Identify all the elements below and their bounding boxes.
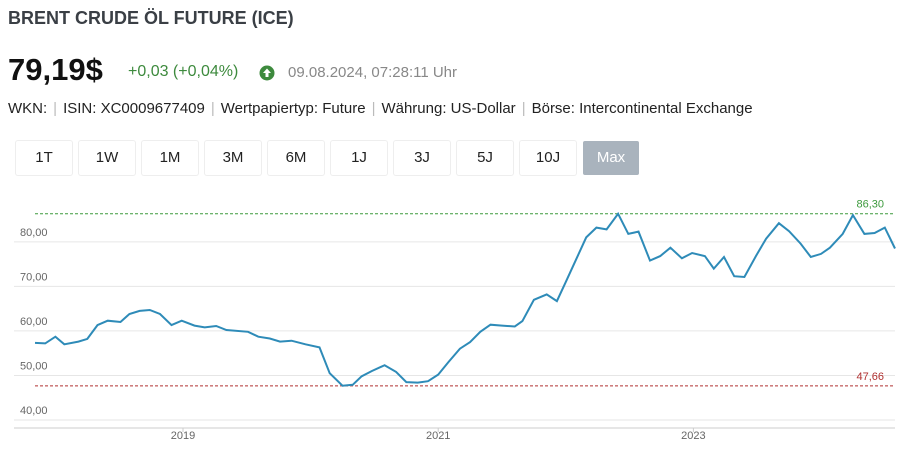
separator: | — [53, 100, 58, 117]
price-line — [34, 211, 896, 387]
y-tick-label: 70,00 — [20, 271, 48, 283]
info-row: WKN: | ISIN: XC0009677409 | Wertpapiertyp: F… — [8, 100, 753, 117]
range-button[interactable]: 1M — [142, 141, 198, 175]
y-tick-label: 80,00 — [20, 227, 48, 239]
price-change: +0,03 (+0,04%) — [128, 63, 239, 80]
info-item: Börse: Intercontinental Exchange — [531, 100, 753, 117]
x-tick-label: 2021 — [426, 430, 450, 442]
timestamp: 09.08.2024, 07:28:11 Uhr — [288, 64, 458, 81]
y-tick-label: 40,00 — [20, 405, 48, 417]
price: 79,19$ — [8, 52, 103, 87]
separator: | — [210, 100, 215, 117]
x-tick-label: 2019 — [171, 430, 195, 442]
range-button[interactable]: 5J — [457, 141, 513, 175]
separator: | — [521, 100, 526, 117]
y-tick-label: 50,00 — [20, 360, 48, 372]
separator: | — [371, 100, 376, 117]
y-tick-label: 60,00 — [20, 316, 48, 328]
info-item: WKN: — [8, 100, 48, 117]
range-button[interactable]: 1J — [331, 141, 387, 175]
info-item: Währung: US-Dollar — [381, 100, 516, 117]
range-button[interactable]: 10J — [520, 141, 576, 175]
range-button[interactable]: 6M — [268, 141, 324, 175]
reference-label: 86,30 — [856, 199, 884, 211]
range-button[interactable]: 1W — [79, 141, 135, 175]
title: BRENT CRUDE ÖL FUTURE (ICE) — [8, 8, 294, 28]
info-item: ISIN: XC0009677409 — [63, 100, 205, 117]
range-button[interactable]: 1T — [16, 141, 72, 175]
x-tick-label: 2023 — [681, 430, 705, 442]
info-item: Wertpapiertyp: Future — [220, 100, 366, 117]
range-button[interactable]: Max — [583, 141, 639, 175]
range-button[interactable]: 3M — [205, 141, 261, 175]
range-button[interactable]: 3J — [394, 141, 450, 175]
up-icon — [259, 65, 275, 81]
reference-label: 47,66 — [856, 371, 884, 383]
